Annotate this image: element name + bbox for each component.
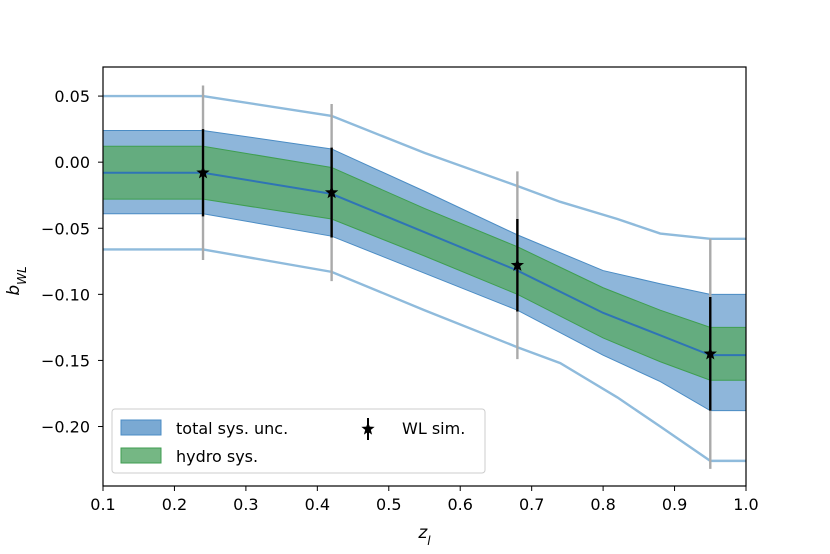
plot-frame [102, 66, 747, 487]
x-tick-label: 0.7 [519, 495, 544, 514]
x-tick-label: 0.2 [162, 495, 187, 514]
x-tick-label: 1.0 [733, 495, 758, 514]
legend-marker-sim [361, 418, 375, 440]
envelope-upper-line [103, 94, 746, 241]
y-tick-label: 0.00 [54, 153, 90, 172]
x-tick-label: 0.4 [305, 495, 330, 514]
y-axis: 0.05 0.00 −0.05 −0.10 −0.15 −0.20 [41, 87, 103, 437]
y-tick-label: −0.05 [41, 219, 90, 238]
x-tick-label: 0.5 [376, 495, 401, 514]
x-axis-label: zl [417, 523, 431, 548]
legend-label-hydro: hydro sys. [176, 447, 258, 466]
sim-point [510, 258, 525, 271]
legend: total sys. unc. hydro sys. WL sim. [111, 408, 486, 474]
y-axis-label-subscript: WL [15, 266, 29, 285]
legend-label-total: total sys. unc. [176, 419, 288, 438]
x-tick-label: 0.9 [662, 495, 687, 514]
x-tick-label: 0.3 [233, 495, 258, 514]
legend-swatch-hydro [120, 447, 162, 464]
y-tick-label: 0.05 [54, 87, 90, 106]
plot-content [103, 85, 746, 469]
y-tick-label: −0.15 [41, 351, 90, 370]
sim-point [196, 165, 210, 179]
x-tick-label: 0.6 [447, 495, 472, 514]
y-tick-label: −0.10 [41, 285, 90, 304]
x-tick-label: 0.1 [90, 495, 115, 514]
x-axis-label-subscript: l [427, 534, 431, 548]
envelope-lower-line [103, 248, 746, 463]
sim-point [324, 185, 339, 199]
plot-area [103, 85, 746, 469]
star-icon [361, 422, 375, 435]
x-tick-label: 0.8 [590, 495, 615, 514]
y-tick-label: −0.20 [41, 418, 90, 437]
y-axis-label: bWL [4, 266, 29, 295]
legend-label-sim: WL sim. [402, 419, 465, 438]
sim-point [703, 346, 717, 360]
legend-frame [111, 408, 486, 474]
legend-swatch-total [120, 419, 162, 436]
x-axis: 0.1 0.2 0.3 0.4 0.5 0.6 0.7 0.8 0.9 1.0 [90, 486, 759, 514]
